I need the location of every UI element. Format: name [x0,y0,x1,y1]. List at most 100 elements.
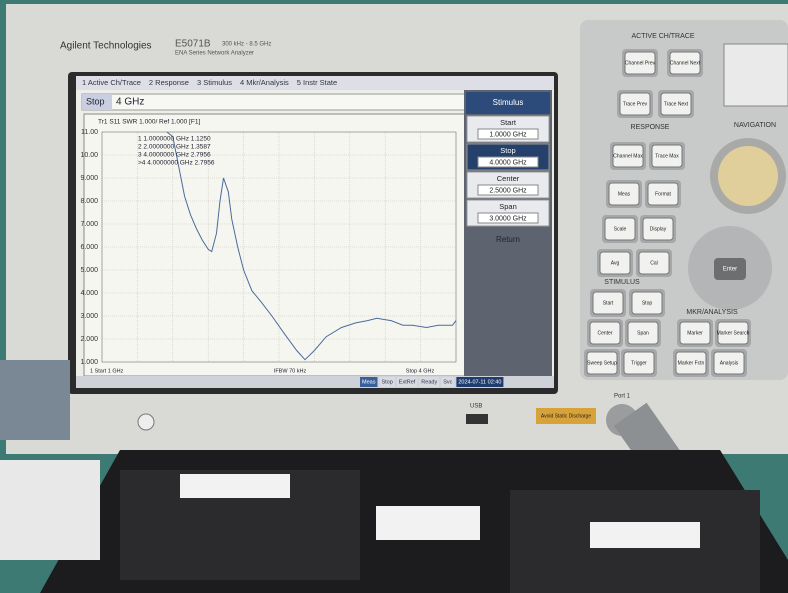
y-tick-label: 2.000 [80,336,98,343]
menu-item[interactable]: 3 Stimulus [197,78,232,87]
panel-button[interactable] [627,321,659,345]
panel-button-label[interactable]: Start [603,300,614,306]
status-cell [396,377,418,387]
status-item: 2024-07-11 02:40 [458,379,501,385]
marker-readout: 2 2.0000000 GHz 1.3587 [138,144,211,151]
usb-label: USB [470,404,482,410]
panel-button-label[interactable]: Format [655,191,671,197]
entry-value: 4 GHz [116,97,144,108]
status-item: Stop [381,379,392,385]
panel-button-label[interactable]: Cal [650,260,658,266]
marker-readout: 1 1.0000000 GHz 1.1250 [138,136,211,143]
entry-label-bg [82,94,112,110]
warning-label [536,408,596,424]
status-cell [441,377,455,387]
panel-button[interactable] [638,251,670,275]
panel-button[interactable] [669,51,701,75]
footer-start: 1 Start 1 GHz [90,368,124,374]
menu-item[interactable]: 2 Response [149,78,189,87]
knob [718,146,778,206]
section-title: RESPONSE [631,124,670,131]
panel-button[interactable] [624,51,656,75]
y-tick-label: 7.000 [80,221,98,228]
panel-button-label[interactable]: Trace Next [664,101,689,107]
softkey-value-box [477,212,539,224]
panel-button[interactable] [713,351,745,375]
panel-button-label[interactable]: Trigger [631,360,647,366]
panel-button[interactable] [592,291,624,315]
panel-button-label[interactable]: Trace Max [655,153,679,159]
panel-button[interactable] [642,217,674,241]
softkey-return[interactable]: Return [496,235,520,244]
softkey-value: 4.0000 GHz [489,159,527,166]
status-item: ExtRef [399,379,416,385]
section-title: STIMULUS [604,279,640,286]
menu-item[interactable]: 1 Active Ch/Trace [82,78,141,87]
panel-button-label[interactable]: Stop [642,300,653,306]
enter-key[interactable]: Enter [723,267,737,273]
softkey-value-box [477,128,539,140]
panel-button-label[interactable]: Marker Fctn [678,360,705,366]
panel-button[interactable] [651,144,683,168]
status-cell [456,377,504,387]
panel-button[interactable] [599,251,631,275]
status-cell [419,377,440,387]
panel-button[interactable] [619,92,651,116]
status-item: Meas [362,379,376,385]
panel-button[interactable] [612,144,644,168]
y-tick-label: 6.000 [80,244,98,251]
panel-button-label[interactable]: Scale [614,226,627,232]
panel-button[interactable] [647,182,679,206]
panel-button-label[interactable]: Span [637,330,649,336]
marker-readout: 3 4.0000000 GHz 2.7956 [138,152,211,159]
menu-item[interactable]: 4 Mkr/Analysis [240,78,289,87]
panel-button[interactable] [660,92,692,116]
model: E5071B [175,39,211,50]
panel-button[interactable] [631,291,663,315]
warning-text: Avoid Static Discharge [541,413,591,419]
plot-area [101,131,457,363]
panel-button-label[interactable]: Display [650,226,667,232]
panel-button[interactable] [586,351,618,375]
section-title: ACTIVE CH/TRACE [631,33,694,40]
panel-button-label[interactable]: Channel Max [613,153,643,159]
panel-button-label[interactable]: Trace Prev [623,101,648,107]
panel-button-label[interactable]: Center [597,330,612,336]
panel-button[interactable] [589,321,621,345]
panel-button-label[interactable]: Channel Next [670,60,701,66]
marker-readout: >4 4.0000000 GHz 2.7956 [138,160,215,167]
panel-button[interactable] [717,321,749,345]
port-label: Port 1 [614,394,631,400]
menu-item[interactable]: 5 Instr State [297,78,337,87]
y-tick-label: 4.000 [80,290,98,297]
softkey-value: 3.0000 GHz [489,215,527,222]
panel-button-label[interactable]: Marker Search [717,330,750,336]
softkey-title-bg [466,92,550,114]
softkey-value: 1.0000 GHz [489,131,527,138]
panel-button-label[interactable]: Analysis [720,360,739,366]
panel-button-label[interactable]: Channel Prev [625,60,656,66]
softkey-value: 2.5000 GHz [489,187,527,194]
panel-button[interactable] [608,182,640,206]
menu-bar [76,76,554,90]
y-tick-label: 5.000 [80,267,98,274]
panel-button-label[interactable]: Avg [611,260,620,266]
barcode-sticker [590,522,700,548]
footer-stop: Stop 4 GHz [406,368,435,374]
panel-button-label[interactable]: Sweep Setup [587,360,617,366]
softkey-title: Stimulus [493,98,524,107]
trace-label: Tr1 S11 SWR 1.000/ Ref 1.000 [F1] [98,119,200,126]
brand: Agilent Technologies [60,41,152,52]
panel-button-label[interactable]: Meas [618,191,631,197]
status-cell [360,377,378,387]
panel-button-label[interactable]: Marker [687,330,703,336]
status-item: Ready [421,379,437,385]
panel-button[interactable] [675,351,707,375]
section-title: MKR/ANALYSIS [686,309,738,316]
barcode-sticker [180,474,290,498]
panel-button[interactable] [679,321,711,345]
power-switch [137,413,155,431]
panel-button[interactable] [623,351,655,375]
panel-button[interactable] [604,217,636,241]
